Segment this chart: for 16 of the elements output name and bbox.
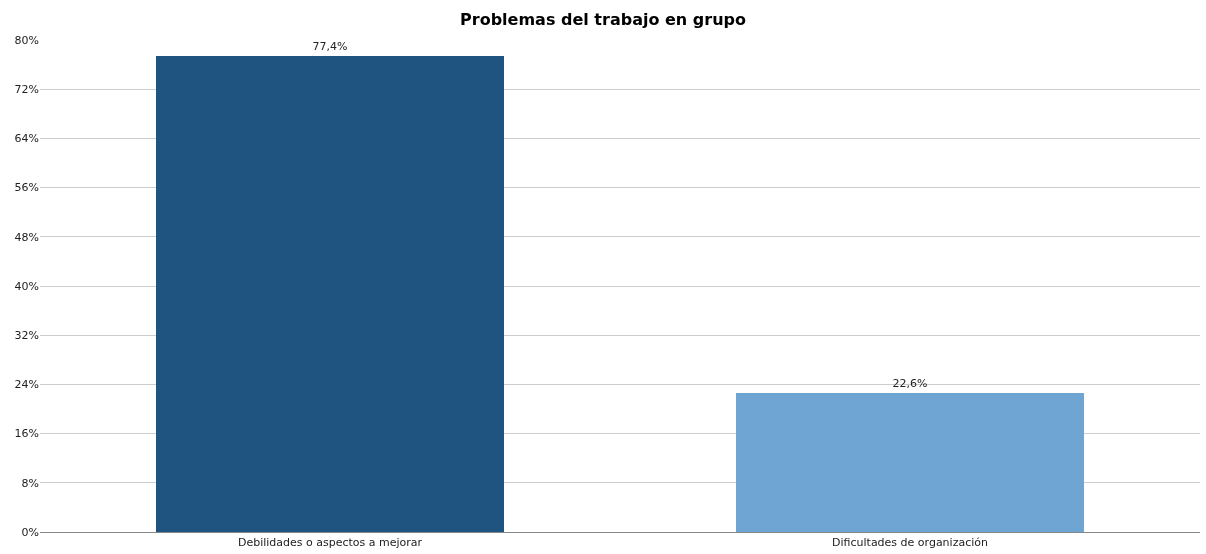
y-tick-label: 8% — [21, 476, 39, 490]
y-tick-label: 56% — [14, 181, 39, 195]
y-tick-label: 72% — [14, 83, 39, 97]
y-tick-label: 80% — [14, 33, 39, 47]
data-label: 22,6% — [892, 377, 928, 391]
chart-title: Problemas del trabajo en grupo — [460, 10, 746, 30]
y-tick-label: 48% — [14, 230, 39, 244]
y-tick-label: 16% — [14, 427, 39, 441]
y-tick-label: 40% — [14, 279, 39, 293]
y-tick-label: 64% — [14, 132, 39, 146]
y-tick-label: 24% — [14, 378, 39, 392]
y-tick-label: 0% — [21, 525, 39, 539]
x-tick-label: Dificultades de organización — [832, 536, 988, 550]
x-tick-label: Debilidades o aspectos a mejorar — [237, 536, 423, 550]
data-label: 77,4% — [312, 39, 348, 53]
y-tick-label: 32% — [14, 329, 39, 343]
